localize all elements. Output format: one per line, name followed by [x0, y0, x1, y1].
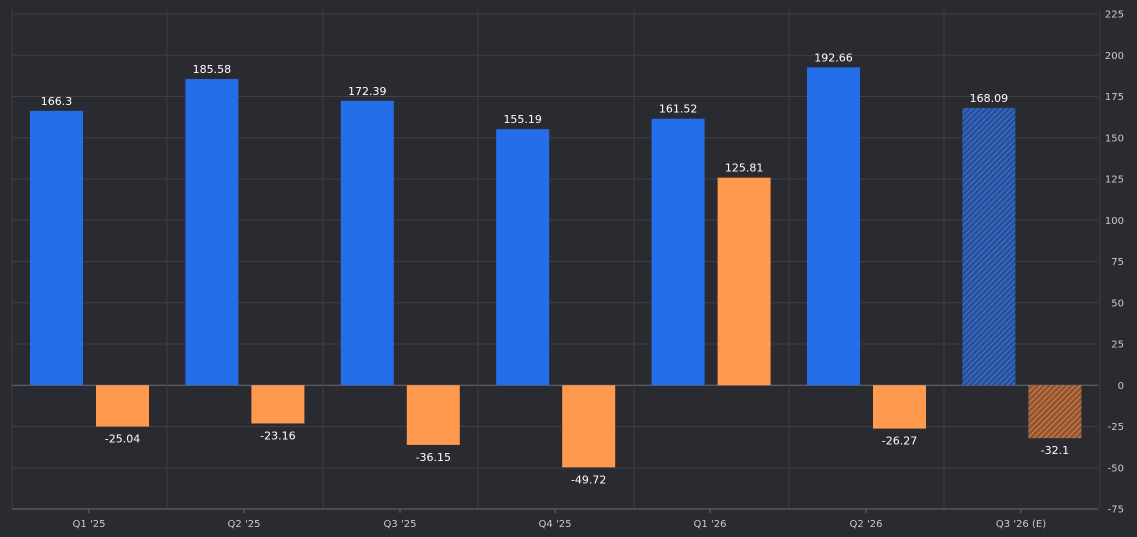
- data-label-series1-0: -25.04: [105, 433, 140, 446]
- bar-series0-5: [807, 67, 860, 386]
- axes: 225 200 175 150 125 100 75 50 25 0 -25 -50 -75 Q1 '25…: [73, 10, 1124, 531]
- x-tick-label: Q1 '25: [73, 519, 106, 530]
- bar-series1-5: [873, 385, 926, 429]
- y-tick-label: -50: [1108, 463, 1124, 474]
- y-tick-label: -25: [1108, 422, 1124, 433]
- data-label-series0-2: 172.39: [348, 85, 387, 98]
- y-tick-label: 150: [1105, 133, 1124, 144]
- data-label-series1-4: 125.81: [725, 162, 764, 175]
- y-tick-label: 75: [1111, 257, 1124, 268]
- data-label-series0-3: 155.19: [503, 113, 542, 126]
- bars: [30, 67, 1082, 468]
- data-label-series0-0: 166.3: [41, 95, 73, 108]
- data-label-series0-1: 185.58: [193, 63, 232, 76]
- data-label-series0-4: 161.52: [659, 103, 698, 116]
- x-tick-label: Q2 '25: [228, 519, 261, 530]
- bar-series1-2: [406, 385, 460, 445]
- value-labels: 166.3 -25.04 185.58 -23.16 172.39 -36.15 155.1…: [41, 51, 1069, 486]
- bar-series1-4: [717, 177, 771, 386]
- data-label-series1-2: -36.15: [416, 451, 451, 464]
- x-tick-label: Q3 '26 (E): [996, 519, 1046, 530]
- y-tick-label: 175: [1105, 92, 1124, 103]
- y-tick-label: 0: [1118, 381, 1124, 392]
- data-label-series1-5: -26.27: [882, 435, 917, 448]
- bar-series1-6: [1028, 385, 1082, 439]
- data-label-series0-5: 192.66: [814, 51, 853, 64]
- y-tick-label: 100: [1105, 216, 1124, 227]
- y-tick-label: -75: [1108, 505, 1124, 516]
- bar-series1-1: [251, 385, 305, 424]
- bar-series1-0: [96, 385, 149, 427]
- bar-series1-3: [562, 385, 616, 468]
- y-tick-label: 125: [1105, 175, 1124, 186]
- bar-series0-0: [30, 110, 83, 386]
- x-tick-label: Q2 '26: [850, 519, 883, 530]
- y-tick-label: 225: [1105, 10, 1124, 21]
- x-tick-label: Q4 '25: [539, 519, 572, 530]
- bar-series0-2: [340, 100, 394, 386]
- data-label-series0-6: 168.09: [970, 92, 1009, 105]
- data-label-series1-1: -23.16: [260, 429, 295, 442]
- bar-series0-3: [496, 129, 550, 386]
- bar-series0-4: [651, 118, 705, 386]
- x-tick-label: Q1 '26: [694, 519, 727, 530]
- grid: [11, 10, 1101, 510]
- data-label-series1-6: -32.1: [1041, 444, 1069, 457]
- data-label-series1-3: -49.72: [571, 473, 606, 486]
- bar-series0-1: [185, 79, 239, 386]
- x-tick-label: Q3 '25: [384, 519, 417, 530]
- y-tick-label: 200: [1105, 51, 1124, 62]
- y-tick-label: 25: [1111, 340, 1124, 351]
- bar-series0-6: [962, 107, 1016, 386]
- y-tick-label: 50: [1111, 298, 1124, 309]
